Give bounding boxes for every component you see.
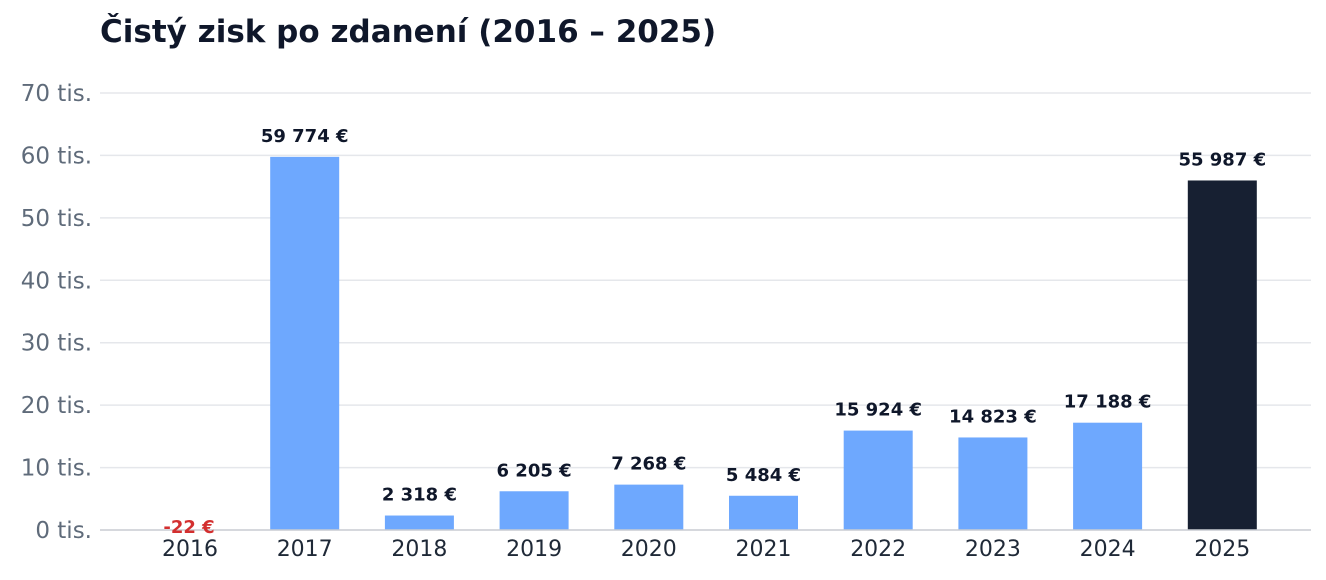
data-label-2024: 17 188 € — [1064, 392, 1152, 413]
x-tick-label: 2025 — [1194, 537, 1250, 562]
x-tick-label: 2023 — [965, 537, 1021, 562]
x-tick-label: 2016 — [162, 537, 218, 562]
x-tick-label: 2017 — [277, 537, 333, 562]
data-label-2023: 14 823 € — [949, 406, 1037, 427]
x-tick-label: 2019 — [506, 537, 562, 562]
y-tick-label: 20 tis. — [21, 393, 92, 419]
data-label-2017: 59 774 € — [261, 126, 349, 147]
data-label-2020: 7 268 € — [611, 454, 686, 475]
bar-2019 — [500, 491, 569, 530]
x-tick-label: 2024 — [1080, 537, 1136, 562]
data-label-2016: -22 € — [163, 517, 214, 538]
x-tick-label: 2018 — [391, 537, 447, 562]
y-tick-label: 0 tis. — [35, 518, 92, 544]
data-label-2018: 2 318 € — [382, 485, 457, 506]
bar-2021 — [729, 496, 798, 530]
x-tick-label: 2022 — [850, 537, 906, 562]
chart-title: Čistý zisk po zdanení (2016 – 2025) — [100, 14, 716, 50]
x-tick-label: 2020 — [621, 537, 677, 562]
y-tick-label: 30 tis. — [21, 331, 92, 357]
data-label-2025: 55 987 € — [1178, 149, 1266, 170]
y-tick-label: 10 tis. — [21, 456, 92, 482]
bar-2023 — [958, 437, 1027, 530]
data-label-2022: 15 924 € — [834, 400, 922, 421]
bar-2024 — [1073, 423, 1142, 530]
y-axis-ticks: 0 tis. 10 tis. 20 tis. 30 tis. 40 tis. 50 tis… — [21, 81, 92, 544]
y-tick-label: 50 tis. — [21, 206, 92, 232]
y-tick-label: 40 tis. — [21, 268, 92, 294]
bar-2022 — [844, 431, 913, 530]
bar-2018 — [385, 516, 454, 530]
y-tick-label: 70 tis. — [21, 81, 92, 107]
data-label-2021: 5 484 € — [726, 465, 801, 486]
bar-2025 — [1188, 180, 1257, 530]
bar-2017 — [270, 157, 339, 530]
bar-2020 — [614, 485, 683, 530]
x-axis-ticks: 2016 2017 2018 2019 2020 2021 2022 2023 2024 2025 — [162, 537, 1250, 562]
y-tick-label: 60 tis. — [21, 143, 92, 169]
bars — [156, 157, 1257, 530]
data-label-2019: 6 205 € — [497, 460, 572, 481]
x-tick-label: 2021 — [736, 537, 792, 562]
